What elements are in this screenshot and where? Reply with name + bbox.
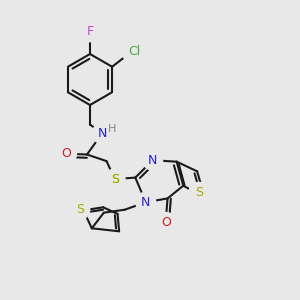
Text: N: N bbox=[97, 127, 107, 140]
Text: S: S bbox=[76, 203, 84, 216]
Text: N: N bbox=[148, 154, 158, 167]
Text: S: S bbox=[195, 186, 203, 199]
Circle shape bbox=[136, 192, 156, 212]
Circle shape bbox=[122, 39, 147, 64]
Circle shape bbox=[105, 169, 125, 189]
Text: S: S bbox=[111, 172, 119, 186]
Circle shape bbox=[70, 200, 90, 220]
Text: Cl: Cl bbox=[128, 45, 140, 58]
Circle shape bbox=[105, 169, 125, 189]
Circle shape bbox=[80, 22, 100, 42]
Text: N: N bbox=[141, 196, 151, 209]
Circle shape bbox=[57, 144, 76, 164]
Circle shape bbox=[156, 212, 176, 232]
Text: H: H bbox=[108, 124, 116, 134]
Circle shape bbox=[92, 124, 112, 143]
Text: F: F bbox=[86, 25, 94, 38]
Text: S: S bbox=[111, 172, 119, 186]
Text: O: O bbox=[62, 147, 71, 161]
Circle shape bbox=[143, 150, 163, 170]
Text: O: O bbox=[161, 216, 171, 229]
Circle shape bbox=[189, 182, 209, 202]
